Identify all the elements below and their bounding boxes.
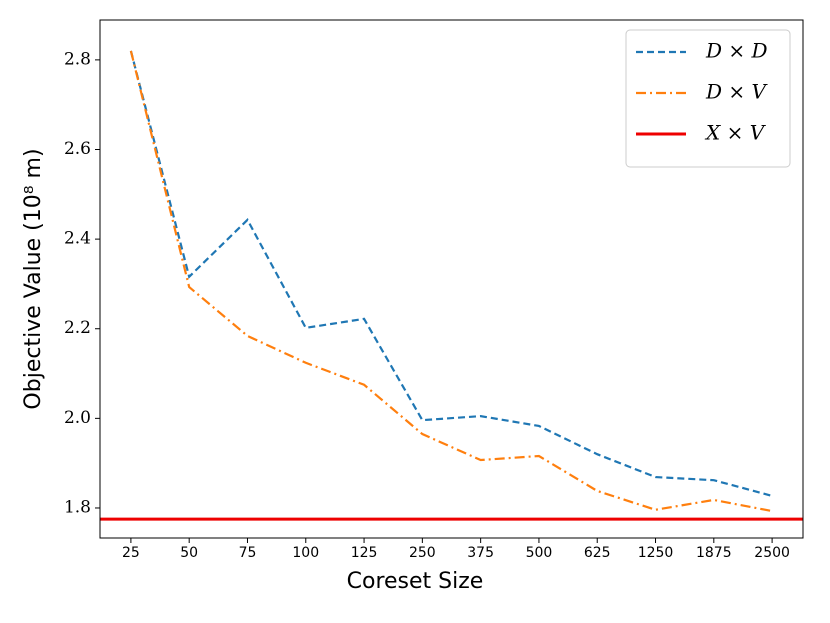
- legend-label: D × V: [705, 80, 769, 104]
- x-tick-label: 125: [351, 545, 378, 561]
- x-tick-label: 1875: [696, 545, 732, 561]
- x-tick-label: 50: [180, 545, 198, 561]
- y-tick-label: 2.6: [64, 139, 91, 159]
- y-tick-label: 1.8: [64, 497, 91, 517]
- y-axis-label: Objective Value (10⁸ m): [21, 148, 46, 409]
- y-tick-label: 2.4: [64, 229, 91, 249]
- plot-frame: [99, 19, 804, 539]
- y-tick-label: 2.8: [64, 49, 91, 69]
- x-tick-label: 625: [584, 545, 611, 561]
- y-tick-label: 2.2: [64, 318, 91, 338]
- x-tick-label: 100: [292, 545, 319, 561]
- x-tick-label: 25: [122, 545, 140, 561]
- x-tick-label: 500: [526, 545, 553, 561]
- x-tick-label: 250: [409, 545, 436, 561]
- x-tick-label: 1250: [638, 545, 674, 561]
- y-tick-label: 2.0: [64, 408, 91, 428]
- x-tick-label: 75: [239, 545, 257, 561]
- x-axis-label: Coreset Size: [347, 569, 484, 594]
- x-tick-label: 375: [467, 545, 494, 561]
- line-series: [129, 50, 773, 497]
- x-tick-label: 2500: [754, 545, 790, 561]
- legend-label: D × D: [705, 39, 768, 63]
- line-series: [129, 50, 773, 513]
- legend-label: X × V: [704, 121, 767, 145]
